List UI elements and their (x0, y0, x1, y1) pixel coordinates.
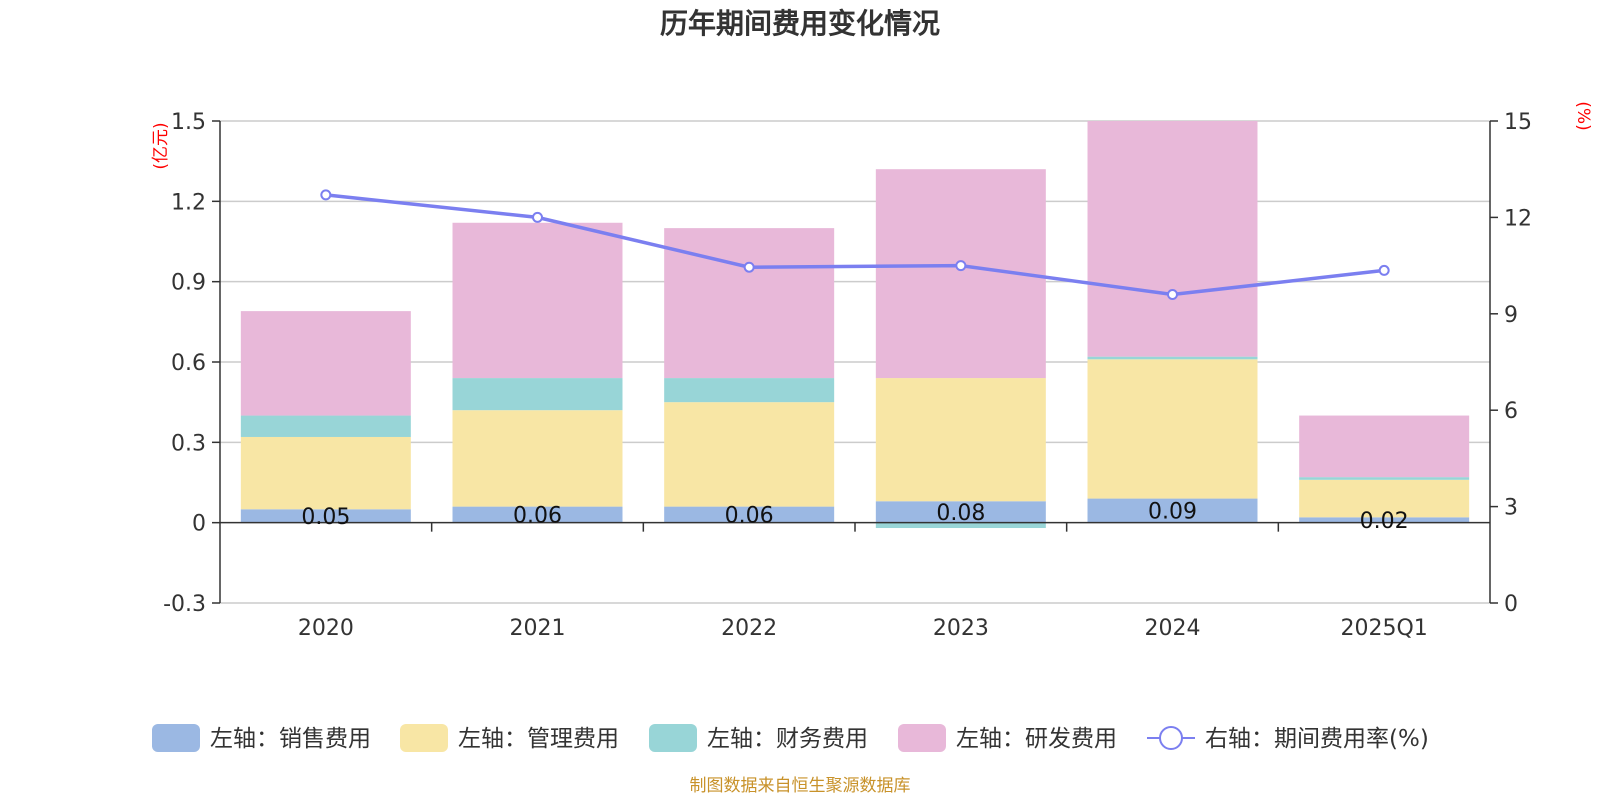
rate-point (1378, 264, 1390, 276)
bar-segment (664, 228, 835, 379)
rate-point (320, 189, 332, 201)
rate-point (532, 211, 543, 223)
left-tick-label: 0.3 (171, 431, 206, 456)
bar-segment (1299, 517, 1470, 523)
bar-segment (452, 378, 623, 411)
bars (240, 121, 1470, 529)
bar-segment (240, 311, 411, 416)
bar-segment (664, 378, 835, 403)
bar-segment (1087, 121, 1258, 357)
bar-segment (1299, 415, 1470, 478)
bar-segment (875, 501, 1046, 523)
legend-label: 左轴：销售费用 (210, 726, 371, 752)
rate-point (1167, 289, 1178, 301)
gridlines (220, 120, 1490, 604)
bar-segment (452, 410, 623, 507)
bar-segment (875, 522, 1046, 529)
legend-marker (1159, 726, 1183, 750)
left-tick-label: -0.3 (163, 592, 206, 617)
category-label: 2024 (1145, 616, 1201, 641)
bar-segment (1087, 359, 1258, 499)
rate-point (743, 261, 755, 273)
bar-data-label: 0.06 (725, 504, 774, 529)
bar-data-label: 0.02 (1360, 509, 1409, 534)
legend-label: 左轴：财务费用 (707, 726, 868, 752)
category-label: 2020 (298, 616, 354, 641)
bar-data-label: 0.05 (301, 505, 350, 530)
chart-title: 历年期间费用变化情况 (660, 7, 940, 40)
bar-segment (1087, 356, 1258, 360)
bar-segment (875, 378, 1046, 502)
legend-swatch (400, 724, 448, 752)
legend-label: 左轴：研发费用 (956, 726, 1117, 752)
bar-segment (1299, 477, 1470, 480)
bar-segment (240, 436, 411, 510)
right-tick-label: 15 (1504, 110, 1532, 135)
legend: 左轴：销售费用 左轴：管理费用 左轴：财务费用 左轴：研发费用 右轴：期间费用率(%) (152, 724, 1429, 752)
source-note: 制图数据来自恒生聚源数据库 (690, 776, 911, 796)
bar-segment (240, 509, 411, 523)
rate-point (955, 260, 967, 272)
right-tick-label: 6 (1504, 399, 1518, 424)
bar-segment (240, 415, 411, 437)
left-tick-label: 0 (192, 512, 206, 537)
rate-line (320, 189, 1390, 301)
right-tick-label: 3 (1504, 496, 1518, 521)
rate-line-path (325, 193, 1385, 297)
right-axis-unit: (%) (1573, 101, 1593, 130)
axes: -0.3 0 0.3 0.6 0.9 1.2 1.5 0 3 6 9 12 15 2020 2021 2022… (163, 110, 1532, 641)
bar-data-label: 0.09 (1148, 500, 1197, 525)
bar-segment (452, 506, 623, 523)
right-tick-label: 9 (1504, 303, 1518, 328)
legend-label: 右轴：期间费用率(%) (1205, 726, 1429, 752)
bar-segment (664, 402, 835, 507)
bar-data-label: 0.06 (513, 504, 562, 529)
category-label: 2022 (721, 616, 777, 641)
bar-segment (1087, 498, 1258, 523)
left-tick-label: 1.2 (171, 190, 206, 215)
left-tick-label: 1.5 (171, 110, 206, 135)
right-tick-label: 0 (1504, 592, 1518, 617)
legend-label: 左轴：管理费用 (458, 726, 619, 752)
left-tick-label: 0.6 (171, 351, 206, 376)
data-labels: 0.05 0.06 0.06 0.08 0.09 0.02 (301, 500, 1408, 534)
bar-segment (1299, 479, 1470, 518)
category-label: 2021 (510, 616, 566, 641)
bar-segment (664, 506, 835, 523)
legend-swatch (649, 724, 697, 752)
bar-segment (452, 222, 623, 379)
left-axis-unit: (亿元) (151, 122, 171, 169)
legend-swatch (152, 724, 200, 752)
bar-data-label: 0.08 (936, 501, 985, 526)
right-tick-label: 12 (1504, 206, 1532, 231)
category-label: 2025Q1 (1341, 616, 1428, 641)
legend-swatch (898, 724, 946, 752)
category-label: 2023 (933, 616, 989, 641)
left-tick-label: 0.9 (171, 271, 206, 296)
